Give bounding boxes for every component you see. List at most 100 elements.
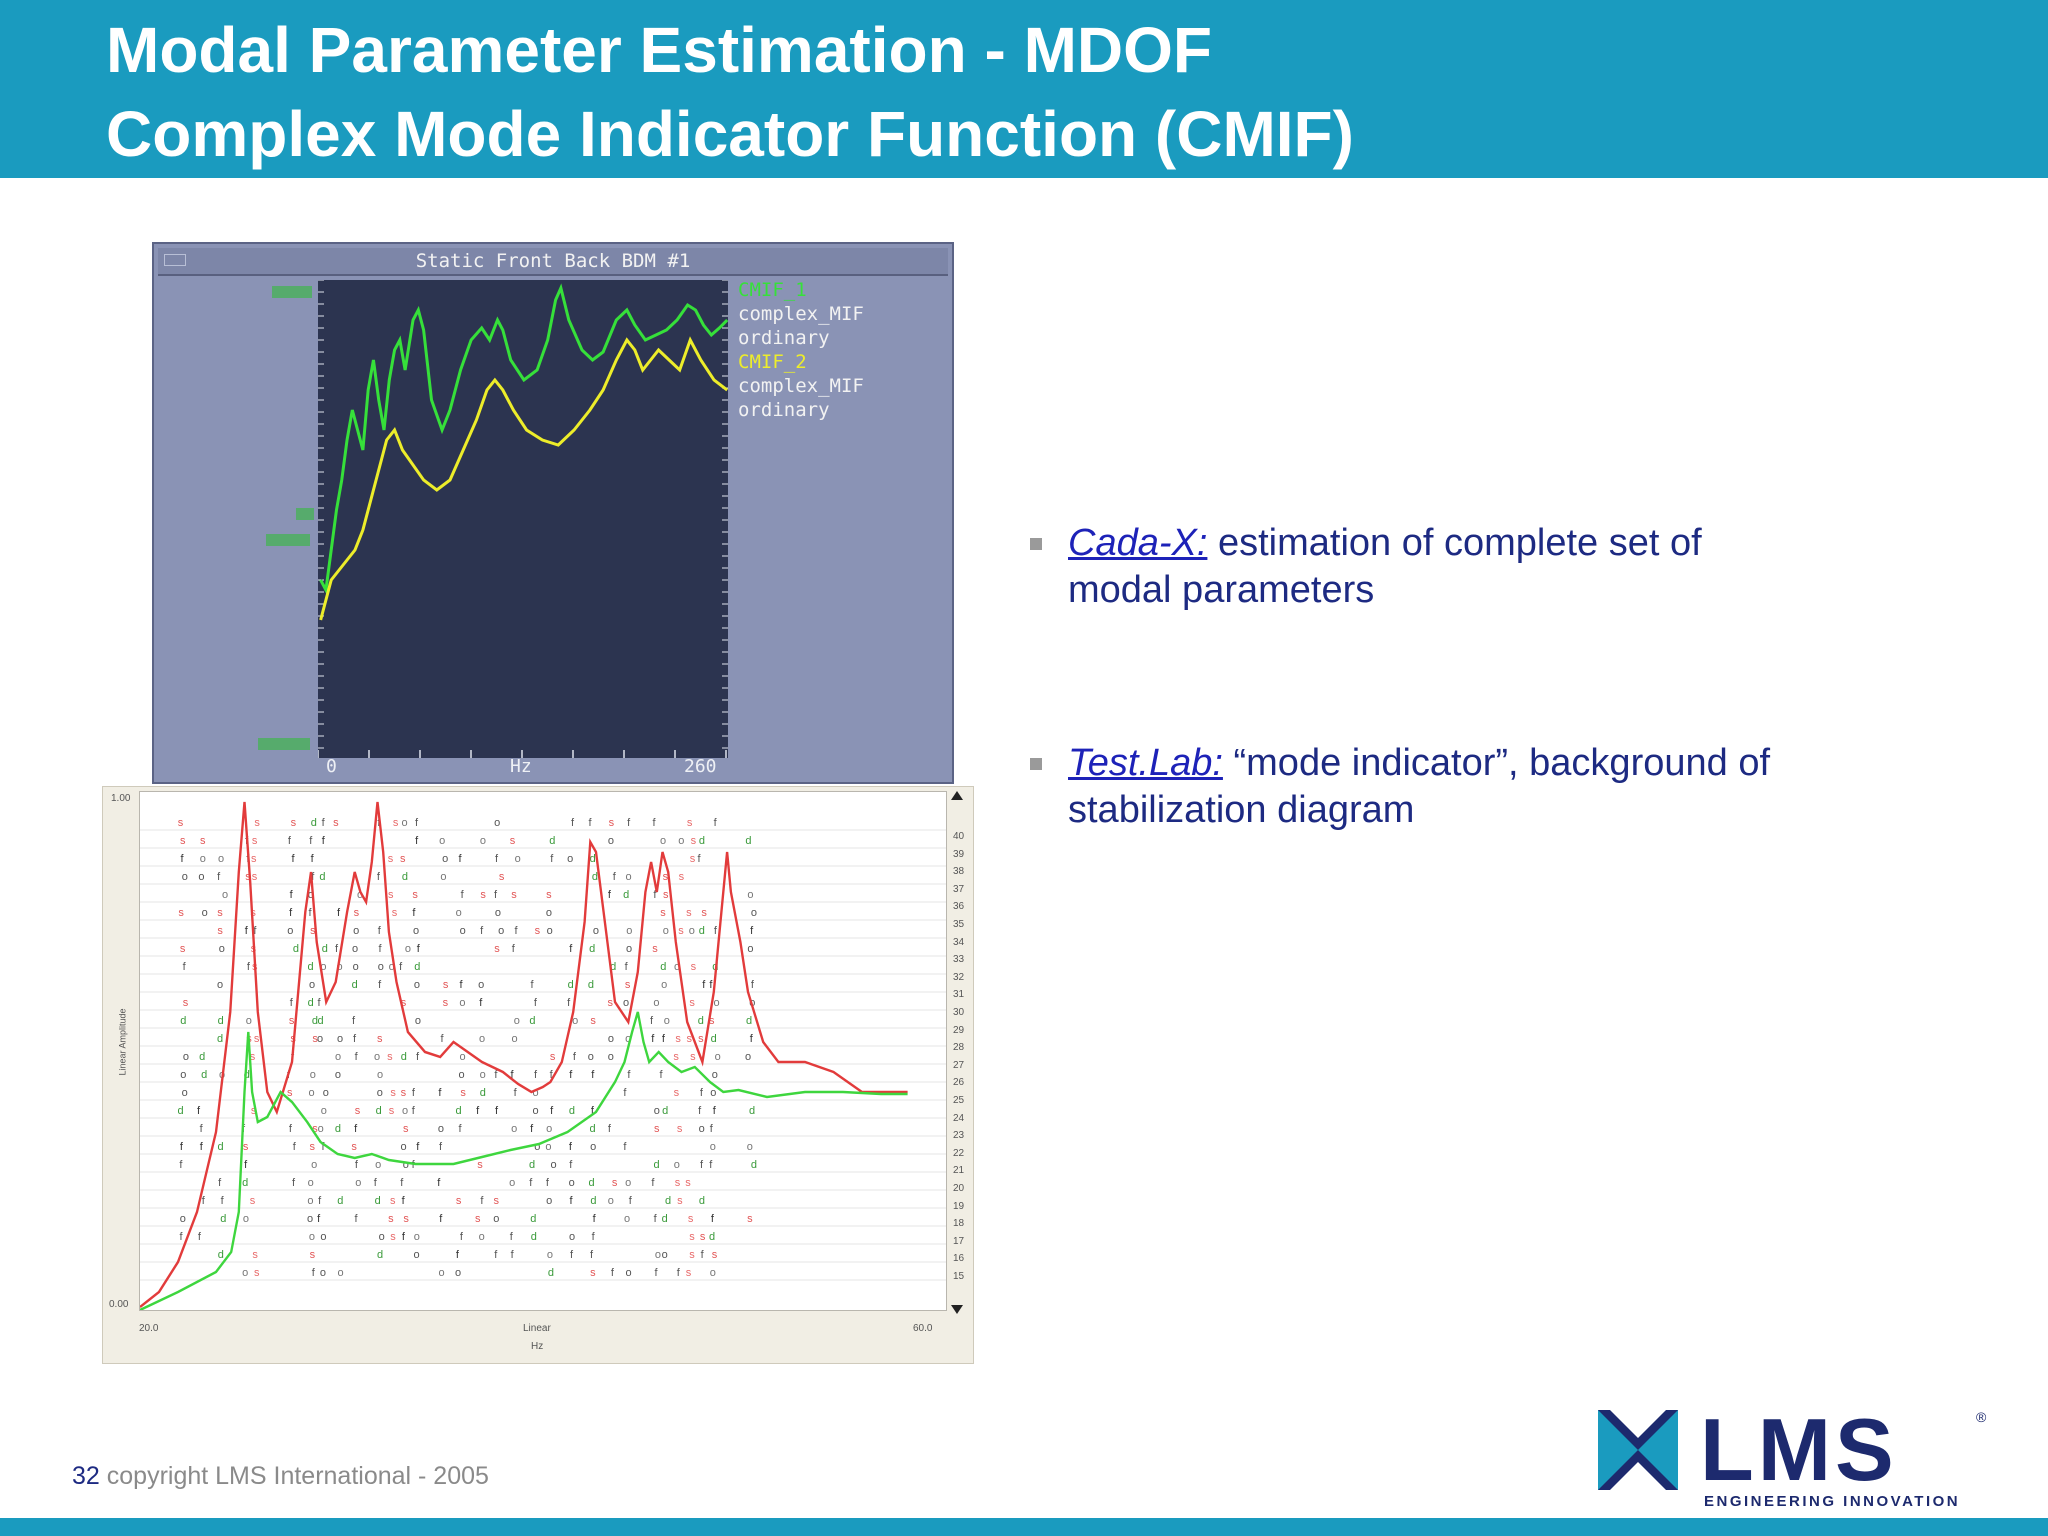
stab-pole-marker: s: [178, 817, 184, 829]
stab-pole-marker: o: [442, 853, 448, 865]
stab-pole-marker: s: [252, 871, 258, 883]
stab-pole-marker: d: [414, 961, 420, 973]
stab-pole-marker: s: [511, 889, 517, 901]
stab-pole-marker: s: [698, 1033, 704, 1045]
stab-pole-marker: f: [613, 871, 617, 883]
stab-pole-marker: d: [311, 817, 317, 829]
stab-pole-marker: f: [293, 1141, 297, 1153]
cmif-plot-window: Static Front Back BDM #1 CMIF_1 complex_…: [152, 242, 954, 784]
stab-gridlines: [140, 829, 946, 1281]
stab-pole-marker: s: [377, 1033, 383, 1045]
stab-pole-marker: s: [612, 1177, 618, 1189]
stab-pole-marker: o: [246, 1015, 252, 1027]
stab-pole-marker: f: [510, 1231, 514, 1243]
stab-pole-marker: f: [439, 1213, 443, 1225]
stab-pole-marker: f: [437, 1177, 441, 1189]
stab-pole-marker: d: [610, 961, 616, 973]
stab-pole-marker: d: [218, 1015, 224, 1027]
stab-pole-marker: d: [308, 997, 314, 1009]
stab-pole-marker: o: [478, 979, 484, 991]
stab-pole-marker: o: [674, 961, 680, 973]
stab-pole-marker: s: [675, 1033, 681, 1045]
stab-pole-marker: f: [480, 1195, 484, 1207]
stab-pole-marker: o: [217, 979, 223, 991]
stab-pole-marker: s: [401, 997, 407, 1009]
stab-pole-marker: o: [413, 925, 419, 937]
stab-pole-marker: o: [320, 961, 326, 973]
stab-pole-marker: d: [746, 1015, 752, 1027]
stab-pole-marker: f: [292, 853, 296, 865]
bullet-cada-x: Cada-X: estimation of complete set of mo…: [1030, 520, 1930, 614]
stab-pole-marker: f: [412, 1087, 416, 1099]
stab-right-tick-label: 28: [953, 1042, 965, 1054]
stab-pole-marker: s: [243, 1141, 249, 1153]
stab-pole-marker: s: [510, 835, 516, 847]
stab-pole-marker: o: [625, 1177, 631, 1189]
stab-pole-marker: f: [321, 1141, 325, 1153]
stab-pole-marker: s: [608, 997, 614, 1009]
logo-text: LMS: [1700, 1402, 1898, 1499]
stab-pole-marker: s: [689, 1249, 695, 1261]
legend-cmif1-label: CMIF_1: [738, 279, 807, 301]
stab-pole-marker: o: [310, 1069, 316, 1081]
stab-right-tick-label: 26: [953, 1077, 965, 1089]
legend-cmif1-kind: ordinary: [738, 327, 830, 349]
stab-pole-marker: f: [309, 835, 313, 847]
stab-pole-marker: f: [402, 1195, 406, 1207]
stab-pole-marker: o: [402, 817, 408, 829]
stab-pole-marker: f: [569, 1159, 573, 1171]
stab-pole-marker: o: [352, 943, 358, 955]
stab-pole-marker: s: [609, 817, 615, 829]
stab-right-tick-label: 25: [953, 1095, 965, 1106]
stab-pole-marker: o: [572, 1015, 578, 1027]
bullet-1-text: estimation of complete set of: [1207, 522, 1702, 564]
stab-pole-marker: f: [654, 1213, 658, 1225]
stab-pole-marker: o: [661, 979, 667, 991]
stab-pole-marker: s: [494, 943, 500, 955]
scroll-up-arrow-icon[interactable]: [951, 791, 963, 800]
stab-pole-marker: s: [652, 943, 658, 955]
stab-pole-marker: d: [199, 1051, 205, 1063]
scroll-down-arrow-icon[interactable]: [951, 1305, 963, 1314]
stab-pole-marker: o: [662, 1249, 668, 1261]
stab-pole-marker: o: [593, 925, 599, 937]
slide-title-line-1: Modal Parameter Estimation - MDOF: [106, 14, 1212, 86]
stab-pole-marker: s: [180, 835, 186, 847]
cada-x-link[interactable]: Cada-X:: [1068, 522, 1208, 564]
stab-pole-marker: s: [550, 1051, 556, 1063]
stab-pole-marker: d: [401, 1051, 407, 1063]
stab-pole-marker: f: [591, 1069, 595, 1081]
window-menu-button[interactable]: [164, 254, 186, 266]
stab-pole-marker: s: [480, 889, 486, 901]
stab-pole-marker: o: [459, 1051, 465, 1063]
stab-pole-marker: o: [546, 907, 552, 919]
slide-title-line-2: Complex Mode Indicator Function (CMIF): [106, 98, 1354, 170]
stab-pole-marker: s: [673, 1051, 679, 1063]
stab-pole-marker: o: [309, 1087, 315, 1099]
stab-pole-marker: s: [688, 1213, 694, 1225]
stab-pole-marker: f: [711, 1213, 715, 1225]
stab-pole-marker: d: [592, 871, 598, 883]
stab-pole-marker: o: [309, 1231, 315, 1243]
stab-pole-marker: d: [698, 1015, 704, 1027]
stab-pole-marker: d: [337, 1195, 343, 1207]
stab-pole-marker: o: [375, 1159, 381, 1171]
stab-pole-marker: s: [663, 871, 669, 883]
stab-pole-marker: f: [625, 961, 629, 973]
stab-pole-marker: s: [660, 907, 666, 919]
stab-pole-marker: s: [254, 1033, 260, 1045]
stab-pole-marker: f: [242, 1123, 246, 1135]
stab-pole-marker: o: [182, 871, 188, 883]
stab-y-label: Linear Amplitude: [117, 1008, 128, 1076]
stab-pole-marker: s: [287, 1087, 293, 1099]
stab-pole-marker: d: [319, 871, 325, 883]
stab-pole-marker: f: [550, 1069, 554, 1081]
stab-pole-marker: f: [494, 889, 498, 901]
test-lab-link[interactable]: Test.Lab:: [1068, 742, 1223, 784]
stab-pole-marker: d: [180, 1015, 186, 1027]
stab-pole-marker: o: [626, 925, 632, 937]
stab-pole-marker: f: [650, 1015, 654, 1027]
stab-pole-marker: o: [180, 1069, 186, 1081]
stab-pole-marker: o: [569, 1177, 575, 1189]
